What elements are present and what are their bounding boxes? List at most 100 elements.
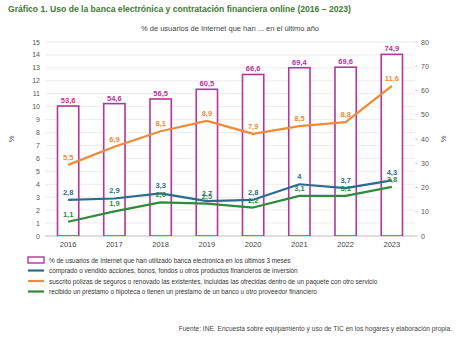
grid-line	[45, 132, 415, 133]
bar-label: 60,5	[200, 79, 215, 88]
line-label: 11,6	[385, 74, 399, 83]
line-label: 2,6	[155, 190, 165, 199]
x-tick-label: 2021	[291, 240, 308, 249]
bar-label: 53,6	[61, 96, 76, 105]
y-tick-label: 9	[36, 116, 40, 123]
line-label: 2,8	[63, 188, 73, 197]
grid-line	[45, 119, 415, 120]
bar	[150, 99, 171, 236]
grid-line	[45, 145, 415, 146]
bar	[57, 106, 78, 236]
y2-tick-label: 50	[421, 111, 429, 118]
bar	[381, 54, 402, 236]
y2-tick-label: 80	[421, 39, 429, 46]
y2-tick-label: 30	[421, 160, 429, 167]
legend-swatch	[28, 290, 44, 292]
x-tick-label: 2023	[384, 240, 401, 249]
line-label: 2,9	[109, 186, 119, 195]
grid-line	[45, 80, 415, 81]
grid-line	[45, 236, 415, 237]
grid-line	[45, 197, 415, 198]
grid-line	[45, 93, 415, 94]
legend-label: recibido un préstamo o hipoteca o tienen…	[49, 288, 317, 296]
y-tick-label: 1	[36, 220, 40, 227]
subtitle: % de usuarios de Internet que han ... en…	[141, 24, 319, 33]
y2-tick	[415, 114, 418, 115]
y-tick-label: 15	[32, 39, 40, 46]
y-tick-label: 12	[32, 77, 40, 84]
line-label: 8,5	[294, 114, 304, 123]
y2-tick	[415, 90, 418, 91]
line	[68, 180, 392, 201]
legend-swatch	[28, 280, 44, 282]
y-tick-label: 0	[36, 233, 40, 240]
legend-label: comprado o vendido acciones, bonos, fond…	[49, 267, 298, 275]
chart: Gráfico 1. Uso de la banca electrónica y…	[0, 0, 459, 341]
bar-label: 56,5	[153, 89, 168, 98]
line-label: 2,5	[202, 192, 212, 201]
bar	[335, 67, 356, 236]
y2-tick	[415, 236, 418, 237]
source: Fuente: INE. Encuesta sobre equipamiento…	[179, 325, 452, 333]
x-tick-label: 2018	[152, 240, 169, 249]
x-tick-label: 2022	[337, 240, 354, 249]
x-tick-label: 2020	[245, 240, 262, 249]
y-tick-label: 2	[36, 207, 40, 214]
y2-tick-label: 60	[421, 87, 429, 94]
y2-tick	[415, 42, 418, 43]
y-tick-label: 8	[36, 129, 40, 136]
y-tick-label: 5	[36, 168, 40, 175]
line-label: 8,9	[202, 109, 212, 118]
grid-line	[45, 106, 415, 107]
y2-tick	[415, 187, 418, 188]
title: Gráfico 1. Uso de la banca electrónica y…	[8, 4, 351, 14]
legend-swatch	[28, 257, 44, 263]
grid-line	[45, 42, 415, 43]
grid-line	[45, 210, 415, 211]
y2-tick	[415, 163, 418, 164]
line-label: 5,5	[63, 153, 73, 162]
x-axis	[45, 236, 415, 237]
grid-line	[45, 67, 415, 68]
x-tick-label: 2016	[60, 240, 77, 249]
grid-line	[45, 223, 415, 224]
y2-tick	[415, 211, 418, 212]
y2-tick-label: 70	[421, 63, 429, 70]
x-tick-label: 2017	[106, 240, 123, 249]
line-label: 8,1	[155, 119, 165, 128]
data-labels: 53,6 54,6 56,5 60,5 66,6 69,4 69,6 74,9 2,8 2,9 3,…	[61, 44, 399, 218]
bar-label: 69,6	[338, 57, 353, 66]
legend-swatch	[28, 269, 44, 271]
bar-label: 74,9	[385, 44, 400, 53]
y-label: %	[7, 135, 16, 142]
line-label: 7,9	[248, 122, 258, 131]
y-tick-label: 10	[32, 103, 40, 110]
line-label: 1,9	[109, 199, 119, 208]
line-label: 3,3	[155, 181, 165, 190]
y2-tick	[415, 139, 418, 140]
bar-label: 66,6	[246, 64, 261, 73]
bar-label: 69,4	[292, 58, 307, 67]
y2-tick-label: 40	[421, 136, 429, 143]
grid-line	[45, 54, 415, 55]
line-label: 3,8	[387, 175, 397, 184]
legend-label: suscrito pólizas de seguros o renovado l…	[49, 278, 378, 286]
y-tick-label: 13	[32, 64, 40, 71]
y-tick-label: 14	[32, 51, 40, 58]
y-tick-label: 4	[36, 181, 40, 188]
bar-label: 54,6	[107, 94, 122, 103]
line-label: 4	[297, 172, 302, 181]
bar	[289, 68, 310, 236]
y2-tick-label: 20	[421, 184, 429, 191]
y-tick-label: 7	[36, 142, 40, 149]
y2-label: %	[439, 135, 448, 142]
x-tick-label: 2019	[199, 240, 216, 249]
line-label: 6,9	[109, 135, 119, 144]
line-label: 3,1	[294, 184, 304, 193]
line-label: 8,8	[340, 110, 350, 119]
grid-line	[45, 158, 415, 159]
y2-tick-label: 10	[421, 208, 429, 215]
y-tick-label: 6	[36, 155, 40, 162]
legend-label: % de usuarios de Internet que han utiliz…	[49, 257, 291, 265]
line-label: 1,1	[63, 210, 73, 219]
